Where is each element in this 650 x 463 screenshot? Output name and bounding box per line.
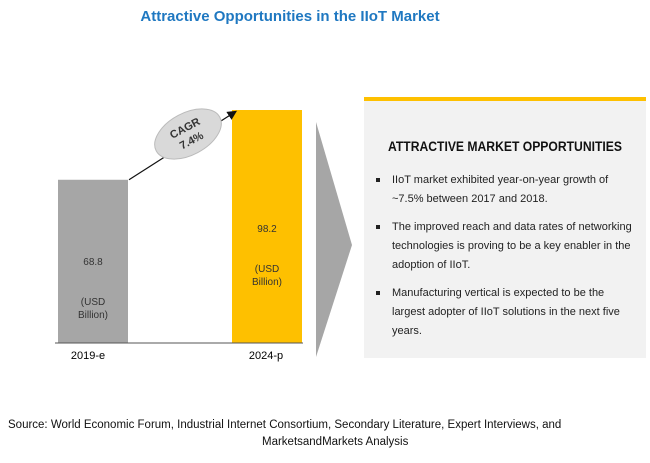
panel-heading: ATTRACTIVE MARKET OPPORTUNITIES	[387, 139, 622, 154]
x-tick-2024: 2024-p	[249, 350, 283, 362]
page-title: Attractive Opportunities in the IIoT Mar…	[140, 8, 440, 25]
source-line-2: MarketsandMarkets Analysis	[262, 436, 409, 448]
bar-chart: CAGR 7.4% 68.8 (USD Billion) 98.2 (USD B…	[55, 108, 352, 362]
source-note: Source: World Economic Forum, Industrial…	[8, 417, 648, 451]
value-label-2019: 68.8	[83, 257, 103, 268]
value-label-2024: 98.2	[257, 224, 277, 235]
unit-label-2019-line1: (USD	[81, 297, 105, 308]
list-item: IIoT market exhibited year-on-year growt…	[374, 171, 636, 209]
unit-label-2019-line2: Billion)	[78, 310, 108, 321]
chevron-arrow-icon	[316, 122, 352, 357]
unit-label-2024-line1: (USD	[255, 264, 279, 275]
bar-2024	[232, 110, 302, 343]
opportunities-list: IIoT market exhibited year-on-year growt…	[374, 171, 636, 350]
unit-label-2024-line2: Billion)	[252, 277, 282, 288]
source-line-1: Source: World Economic Forum, Industrial…	[8, 419, 562, 431]
bar-2019	[58, 179, 128, 343]
cagr-bubble: CAGR 7.4%	[154, 108, 222, 160]
list-item: Manufacturing vertical is expected to be…	[374, 284, 636, 341]
opportunities-panel: ATTRACTIVE MARKET OPPORTUNITIES IIoT mar…	[364, 97, 646, 358]
x-tick-2019: 2019-e	[71, 350, 105, 362]
list-item: The improved reach and data rates of net…	[374, 218, 636, 275]
